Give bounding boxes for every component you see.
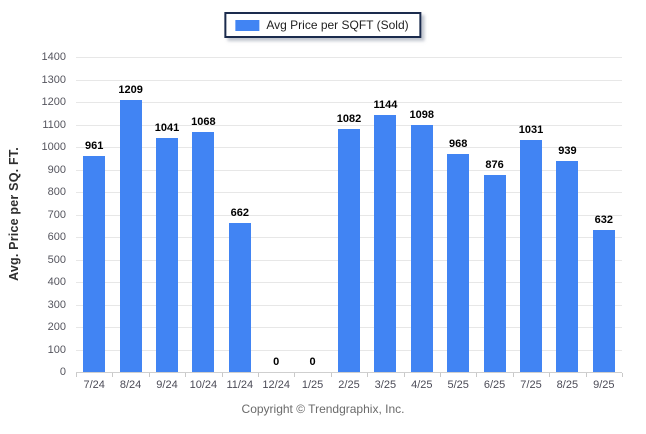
bar-value-6/25: 876 [485,159,504,171]
bar-value-2/25: 1082 [336,113,362,125]
x-tick-label-7/24: 7/24 [83,379,105,391]
bar-value-3/25: 1144 [373,99,398,111]
bar-10/24 [192,132,215,372]
x-tick-label-8/24: 8/24 [119,379,142,391]
x-axis-tick [622,373,623,377]
x-tick-label-11/24: 11/24 [226,379,254,391]
bar-3/25 [374,115,397,372]
y-tick-label-900: 900 [47,163,66,176]
x-axis-tick [403,373,405,377]
x-tick-label-12/24: 12/24 [262,379,290,391]
bar-value-9/25: 632 [594,214,613,226]
bar-8/25 [556,161,579,372]
y-tick-label-0: 0 [59,366,66,378]
x-tick-label-3/25: 3/25 [374,379,397,391]
bar-7/25 [520,140,542,372]
bar-11/24 [228,223,251,372]
x-axis-tick [476,373,478,377]
bar-8/24 [119,100,142,372]
bar-value-8/24: 1209 [118,84,143,96]
x-tick-label-2/25: 2/25 [338,379,360,391]
bar-value-4/25: 1098 [409,109,435,121]
bar-6/25 [483,175,506,372]
gridline-1200 [76,102,622,103]
gridline-1300 [76,79,622,81]
y-tick-label-1100: 1100 [42,118,66,131]
legend: Avg Price per SQFT (Sold) [224,12,422,38]
y-tick-label-100: 100 [47,343,66,356]
y-tick-label-400: 400 [47,276,66,288]
x-tick-label-10/24: 10/24 [189,379,218,391]
bar-value-7/24: 961 [85,140,104,152]
x-axis-tick [549,373,551,377]
y-tick-label-200: 200 [47,321,66,333]
plot-area: 961 1209 1041 1068 662 0 0 1082 1144 1098 968 876 10… [76,57,623,377]
y-tick-label-500: 500 [47,253,66,266]
bar-4/25 [410,125,433,372]
x-tick-label-9/25: 9/25 [593,379,615,391]
bar-value-5/25: 968 [449,138,468,150]
copyright-text: Copyright © Trendgraphix, Inc. [241,402,405,416]
bar-value-12/24: 0 [273,356,280,368]
y-tick-label-1000: 1000 [41,141,66,153]
y-tick-label-1200: 1200 [41,96,66,108]
x-axis-tick [440,373,441,377]
bar-value-7/25: 1031 [518,124,544,136]
x-tick-label-8/25: 8/25 [556,379,579,391]
bar-9/25 [592,230,615,372]
bar-value-9/24: 1041 [154,122,180,134]
x-axis-tick [258,373,259,377]
bar-value-11/24: 662 [230,207,249,219]
y-tick-label-300: 300 [47,298,66,311]
x-axis-tick [112,373,114,377]
x-tick-label-5/25: 5/25 [447,379,469,391]
x-tick-label-4/25: 4/25 [411,379,433,391]
y-tick-label-1400: 1400 [41,51,66,63]
x-axis-tick [185,373,187,377]
x-axis-tick [585,373,587,377]
bar-9/24 [156,138,178,372]
y-tick-label-700: 700 [47,208,66,221]
x-axis-tick [294,373,296,377]
x-axis-tick [76,373,77,377]
x-tick-label-6/25: 6/25 [483,379,506,391]
gridline-1400 [76,57,622,58]
bar-value-8/25: 939 [558,145,577,157]
y-tick-label-800: 800 [47,186,66,198]
x-axis-tick [221,373,223,377]
y-tick-label-1300: 1300 [41,73,66,86]
x-axis-tick [148,373,150,377]
x-tick-label-9/24: 9/24 [156,379,178,391]
y-tick-label-600: 600 [47,231,66,243]
x-axis-tick [367,373,369,377]
x-tick-label-1/25: 1/25 [301,379,324,391]
bar-7/24 [83,156,106,372]
bar-value-10/24: 1068 [191,116,216,128]
gridline-1100 [76,124,622,126]
legend-swatch [235,19,260,31]
legend-label: Avg Price per SQFT (Sold) [266,18,409,32]
x-axis-tick [330,373,332,377]
x-tick-label-7/25: 7/25 [520,379,542,391]
x-axis-tick [512,373,514,377]
bar-2/25 [338,129,360,372]
bar-value-1/25: 0 [309,356,316,368]
bar-5/25 [447,154,470,372]
